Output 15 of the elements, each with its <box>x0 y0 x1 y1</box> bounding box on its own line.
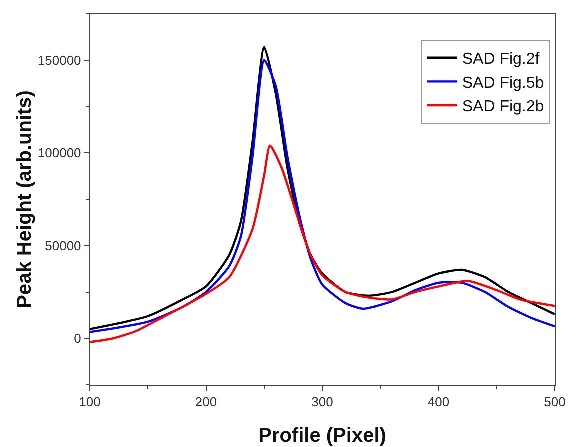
x-tick-label: 100 <box>79 394 101 410</box>
line-series <box>90 144 555 344</box>
y-tick-label: 150000 <box>38 52 82 68</box>
x-tick-label: 500 <box>544 394 566 410</box>
y-tick-label: 0 <box>74 331 82 346</box>
x-tick-label: 300 <box>312 394 334 410</box>
legend-label: SAD Fig.2b <box>462 98 544 116</box>
x-tick-label: 400 <box>428 394 450 410</box>
y-axis-title: Peak Height (arb.units) <box>14 90 36 308</box>
y-tick-label: 100000 <box>38 146 82 161</box>
legend-label: SAD Fig.5b <box>462 74 544 92</box>
x-tick-label: 200 <box>195 394 218 410</box>
legend-label: SAD Fig.2f <box>462 51 540 68</box>
y-tick-label: 50000 <box>45 238 82 254</box>
x-axis-title: Profile (Pixel) <box>258 425 386 447</box>
